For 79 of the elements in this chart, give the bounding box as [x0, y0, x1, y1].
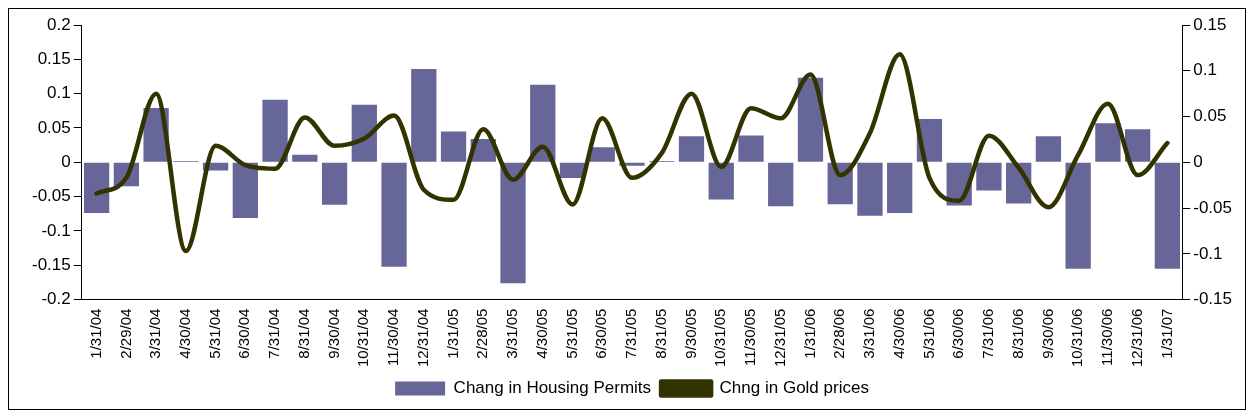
bar — [678, 136, 705, 162]
x-tick-label: 6/30/05 — [592, 308, 610, 359]
x-tick-label: 11/30/05 — [741, 308, 759, 366]
x-tick-label: 3/31/06 — [860, 308, 878, 359]
y-tick-label: 0 — [61, 151, 71, 171]
x-tick-label: 11/30/04 — [384, 308, 402, 366]
y2-tick-label: -0.1 — [1193, 243, 1223, 263]
x-tick-label: 6/30/04 — [235, 308, 253, 359]
bar — [708, 162, 734, 200]
bar — [1125, 129, 1151, 162]
y-tick-label: -0.2 — [41, 289, 71, 309]
bar — [1035, 136, 1062, 162]
x-tick-label: 9/30/04 — [324, 308, 342, 359]
x-tick-label: 3/31/05 — [503, 308, 521, 359]
x-tick-label: 1/31/07 — [1157, 308, 1175, 359]
x-tick-label: 12/31/04 — [413, 308, 431, 367]
legend-label: Chng in Gold prices — [719, 378, 869, 398]
legend-label: Chang in Housing Permits — [453, 378, 652, 398]
bar — [500, 162, 526, 284]
x-tick-label: 1/31/04 — [86, 308, 104, 359]
bar — [768, 162, 794, 207]
bar — [292, 154, 318, 162]
x-tick-label: 4/30/06 — [889, 308, 907, 359]
x-tick-label: 9/30/05 — [681, 308, 699, 359]
bar — [857, 162, 883, 216]
x-tick-label: 8/31/04 — [294, 308, 312, 359]
bar — [1154, 162, 1181, 269]
x-tick-label: 3/31/04 — [146, 308, 164, 359]
y2-tick-label: 0 — [1193, 151, 1203, 171]
x-tick-label: 7/31/04 — [265, 308, 283, 359]
y-tick-label: -0.15 — [32, 254, 71, 274]
bar — [1065, 162, 1091, 269]
bar — [1095, 123, 1121, 162]
y-tick-label: 0.2 — [47, 14, 71, 34]
y2-tick-label: -0.15 — [1193, 289, 1232, 309]
x-tick-label: 2/28/06 — [830, 308, 848, 359]
y2-tick-label: 0.05 — [1193, 106, 1227, 126]
x-tick-label: 2/29/04 — [116, 308, 134, 359]
y-tick-label: -0.05 — [32, 186, 71, 206]
x-tick-label: 10/31/06 — [1068, 308, 1086, 367]
bar — [530, 84, 556, 162]
x-tick-label: 12/31/05 — [770, 308, 788, 367]
y2-tick-label: 0.15 — [1193, 14, 1227, 34]
bar — [440, 131, 467, 162]
bar — [262, 99, 288, 162]
bar — [738, 135, 764, 162]
x-tick-label: 10/31/04 — [354, 308, 372, 367]
x-tick-label: 9/30/06 — [1038, 308, 1056, 359]
x-tick-label: 5/31/05 — [562, 308, 580, 359]
bar — [887, 162, 913, 214]
x-tick-label: 4/30/04 — [175, 308, 193, 359]
x-tick-label: 8/31/06 — [1008, 308, 1026, 359]
y-tick-label: 0.1 — [47, 83, 71, 103]
x-tick-label: 12/31/06 — [1127, 308, 1145, 367]
line-series — [94, 52, 1170, 254]
x-tick-label: 2/28/05 — [473, 308, 491, 359]
bar — [83, 162, 110, 214]
bar — [321, 162, 348, 205]
y2-tick-label: -0.05 — [1193, 197, 1232, 217]
x-tick-label: 1/31/05 — [443, 308, 461, 359]
x-tick-label: 4/30/05 — [532, 308, 550, 359]
x-tick-label: 5/31/04 — [205, 308, 223, 359]
bar — [411, 68, 437, 162]
bar — [589, 147, 615, 162]
x-tick-label: 7/31/06 — [979, 308, 997, 359]
x-tick-label: 5/31/06 — [919, 308, 937, 359]
y-tick-label: -0.1 — [41, 220, 71, 240]
bar — [976, 162, 1002, 191]
y2-tick-label: 0.1 — [1193, 60, 1217, 80]
x-tick-label: 8/31/05 — [651, 308, 669, 359]
x-tick-label: 11/30/06 — [1098, 308, 1116, 366]
y-tick-label: 0.05 — [37, 117, 71, 137]
x-tick-label: 1/31/06 — [800, 308, 818, 359]
bar — [232, 162, 258, 218]
y-tick-label: 0.15 — [37, 49, 71, 69]
bar — [381, 162, 407, 267]
x-tick-label: 6/30/06 — [949, 308, 967, 359]
x-tick-label: 10/31/05 — [711, 308, 729, 367]
x-tick-label: 7/31/05 — [622, 308, 640, 359]
